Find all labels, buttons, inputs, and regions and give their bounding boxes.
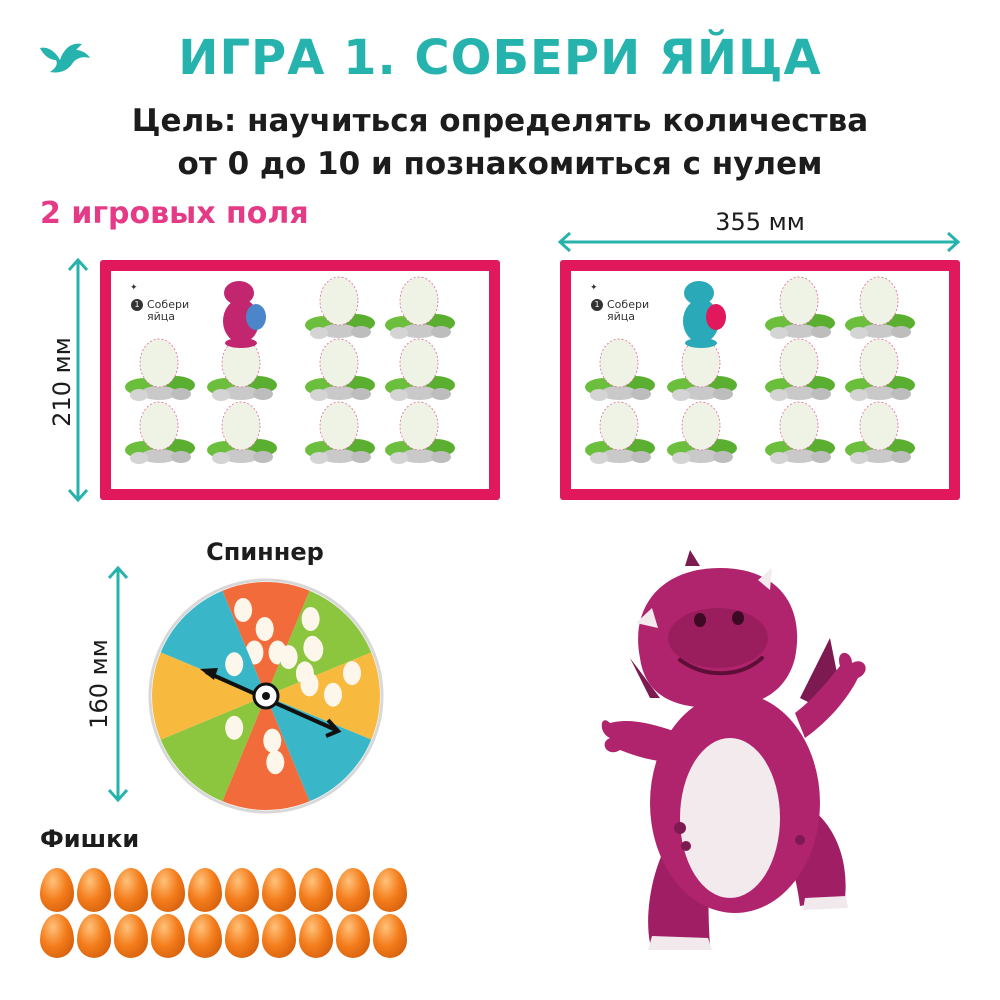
egg-nest (845, 276, 915, 339)
egg-nest (585, 401, 655, 464)
tokens-grid (40, 868, 410, 964)
egg-token[interactable] (114, 914, 148, 958)
egg-nest (765, 401, 835, 464)
egg-token[interactable] (151, 868, 185, 912)
egg-token[interactable] (151, 914, 185, 958)
sector-egg (324, 682, 342, 707)
spinner-sector (266, 696, 372, 802)
board-label: 1 Собери яйца (591, 299, 649, 323)
page-title: ИГРА 1. СОБЕРИ ЯЙЦА (178, 30, 822, 86)
egg-token[interactable] (336, 868, 370, 912)
board-number: 1 (591, 299, 603, 311)
tokens-label: Фишки (40, 825, 140, 853)
egg-nest (207, 338, 277, 401)
board-label: 1 Собери яйца (131, 299, 189, 323)
board-surface: ✦ 1 Собери яйца (571, 271, 949, 489)
sector-egg (305, 637, 324, 662)
board-dragon (223, 281, 266, 348)
board-number: 1 (131, 299, 143, 311)
board-surface: ✦ 1 Собери яйца (111, 271, 489, 489)
spinner-height-arrow-icon (107, 565, 129, 803)
egg-token[interactable] (188, 914, 222, 958)
egg-token[interactable] (336, 914, 370, 958)
egg-nest (765, 276, 835, 339)
egg-nest (305, 401, 375, 464)
egg-nest (305, 276, 375, 339)
egg-nest (385, 401, 455, 464)
egg-token[interactable] (373, 914, 407, 958)
egg-token[interactable] (225, 914, 259, 958)
egg-nest (585, 338, 655, 401)
board-logo-icon: ✦ (590, 283, 598, 293)
width-arrow-icon (557, 231, 961, 253)
egg-token[interactable] (373, 868, 407, 912)
bird-logo-icon (40, 43, 90, 73)
egg-token[interactable] (262, 868, 296, 912)
egg-token[interactable] (262, 914, 296, 958)
sector-egg (301, 607, 320, 631)
sector-egg (279, 645, 298, 670)
egg-token[interactable] (188, 868, 222, 912)
egg-token[interactable] (77, 914, 111, 958)
sector-egg (225, 652, 244, 677)
sector-egg (234, 598, 253, 622)
spinner-label: Спиннер (206, 538, 324, 566)
game-board-1: ✦ 1 Собери яйца (100, 260, 500, 500)
egg-token[interactable] (299, 914, 333, 958)
goal-line-1: Цель: научиться определять количества (131, 103, 869, 139)
board-logo-icon: ✦ (130, 283, 138, 293)
dragon-character (601, 550, 866, 950)
egg-token[interactable] (225, 868, 259, 912)
egg-nest (845, 401, 915, 464)
spinner-sector (222, 696, 310, 810)
egg-token[interactable] (114, 868, 148, 912)
height-arrow-icon (67, 257, 89, 503)
egg-nest (305, 338, 375, 401)
board-eggs-art (585, 276, 915, 464)
sector-egg (266, 750, 285, 775)
egg-nest (125, 401, 195, 464)
egg-nest (667, 338, 737, 401)
sector-egg (225, 715, 244, 740)
sector-egg (255, 617, 274, 641)
egg-nest (207, 401, 277, 464)
board-dragon (683, 281, 726, 348)
sector-egg (263, 728, 282, 753)
width-dimension-label: 355 мм (715, 208, 805, 236)
egg-token[interactable] (40, 868, 74, 912)
egg-nest (385, 338, 455, 401)
sector-egg (343, 661, 361, 686)
egg-nest (385, 276, 455, 339)
game-board-2: ✦ 1 Собери яйца (560, 260, 960, 500)
egg-nest (667, 401, 737, 464)
egg-token[interactable] (77, 868, 111, 912)
goal-text: Цель: научиться определять количества от… (0, 100, 1000, 186)
board-eggs-art (125, 276, 455, 464)
sector-egg (300, 672, 319, 697)
goal-line-2: от 0 до 10 и познакомиться с нулем (177, 146, 823, 182)
fields-heading: 2 игровых поля (40, 196, 309, 231)
spinner-sector (152, 652, 266, 740)
egg-token[interactable] (299, 868, 333, 912)
egg-nest (845, 338, 915, 401)
egg-nest (765, 338, 835, 401)
egg-token[interactable] (40, 914, 74, 958)
spinner-wheel[interactable] (148, 578, 384, 814)
egg-nest (125, 338, 195, 401)
